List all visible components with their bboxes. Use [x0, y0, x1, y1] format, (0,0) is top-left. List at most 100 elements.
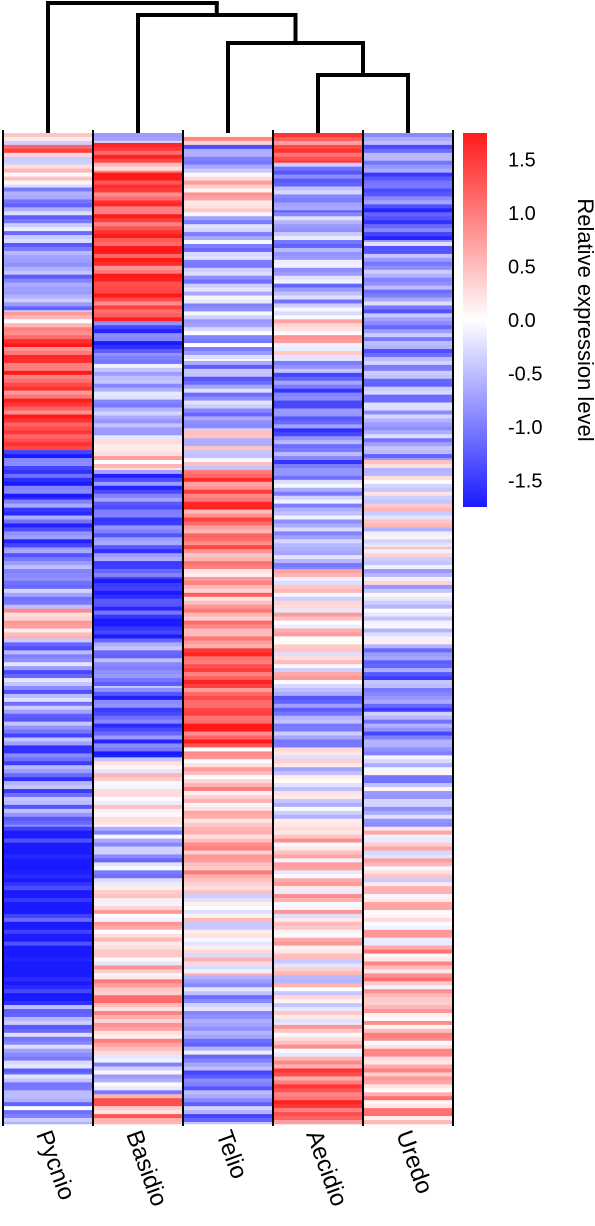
- heatmap-cell: [273, 448, 363, 453]
- heatmap-cell: [363, 422, 453, 427]
- heatmap-cell: [183, 176, 273, 181]
- heatmap-cell: [363, 1060, 453, 1065]
- heatmap-cell: [273, 368, 363, 374]
- heatmap-cell: [183, 420, 273, 425]
- heatmap-cell: [363, 672, 453, 677]
- heatmap-cell: [363, 1052, 453, 1057]
- heatmap-cell: [3, 243, 93, 248]
- heatmap-cell: [273, 240, 363, 245]
- heatmap-cell: [363, 755, 453, 760]
- heatmap-cell: [273, 739, 363, 744]
- heatmap-cell: [183, 925, 273, 931]
- heatmap-cell: [273, 299, 363, 304]
- heatmap-cell: [183, 995, 273, 1000]
- heatmap-cell: [273, 503, 363, 508]
- heatmap-cell: [183, 999, 273, 1004]
- heatmap-cell: [93, 321, 183, 326]
- heatmap-cell: [363, 356, 453, 362]
- heatmap-cell: [273, 436, 363, 441]
- heatmap-cell: [3, 462, 93, 467]
- heatmap-cell: [183, 376, 273, 382]
- heatmap-cell: [93, 781, 183, 786]
- heatmap-cell: [363, 503, 453, 508]
- heatmap-cell: [273, 743, 363, 748]
- heatmap-cell: [363, 547, 453, 550]
- heatmap-cell: [363, 1028, 453, 1034]
- heatmap-cell: [3, 156, 93, 162]
- heatmap-cell: [273, 644, 363, 649]
- heatmap-cell: [273, 563, 363, 568]
- heatmap-cell: [273, 1022, 363, 1026]
- heatmap-cell: [363, 842, 453, 847]
- heatmap-cell: [183, 485, 273, 491]
- heatmap-cell: [3, 339, 93, 344]
- heatmap-cell: [363, 164, 453, 169]
- heatmap-cell: [93, 293, 183, 298]
- heatmap-cell: [363, 882, 453, 887]
- heatmap-cell: [93, 638, 183, 643]
- heatmap-cell: [93, 622, 183, 627]
- heatmap-cell: [183, 973, 273, 976]
- heatmap-cell: [273, 133, 363, 138]
- heatmap-cell: [93, 1022, 183, 1028]
- heatmap-cell: [273, 1036, 363, 1042]
- heatmap-cell: [3, 636, 93, 639]
- heatmap-cell: [273, 202, 363, 207]
- heatmap-cell: [183, 723, 273, 728]
- heatmap-cell: [363, 1001, 453, 1006]
- heatmap-cell: [273, 531, 363, 536]
- heatmap-cell: [273, 400, 363, 405]
- heatmap-cell: [93, 341, 183, 346]
- heatmap-cell: [3, 588, 93, 594]
- heatmap-cell: [273, 1007, 363, 1012]
- heatmap-cell: [273, 628, 363, 633]
- heatmap-cell: [93, 765, 183, 770]
- heatmap-cell: [183, 648, 273, 653]
- heatmap-cell: [273, 331, 363, 336]
- heatmap-cell: [273, 475, 363, 481]
- heatmap-cell: [93, 769, 183, 774]
- heatmap-cell: [273, 380, 363, 386]
- heatmap-cell: [93, 1094, 183, 1099]
- heatmap-cell: [273, 814, 363, 820]
- heatmap-cell: [3, 796, 93, 802]
- heatmap-cell: [93, 329, 183, 334]
- heatmap-cell: [3, 697, 93, 703]
- heatmap-cell: [93, 973, 183, 976]
- heatmap-cell: [363, 1088, 453, 1093]
- heatmap-cell: [273, 212, 363, 217]
- heatmap-cell: [3, 1056, 93, 1061]
- heatmap-cell: [183, 573, 273, 578]
- heatmap-cell: [183, 699, 273, 705]
- heatmap-cell: [183, 913, 273, 919]
- heatmap-cell: [183, 584, 273, 590]
- heatmap-cell: [93, 477, 183, 483]
- heatmap-cell: [273, 463, 363, 469]
- heatmap-cell: [273, 275, 363, 280]
- heatmap-cell: [93, 218, 183, 223]
- heatmap-cell: [93, 345, 183, 350]
- heatmap-cell: [363, 487, 453, 493]
- heatmap-cell: [93, 513, 183, 518]
- heatmap-cell: [3, 187, 93, 192]
- heatmap-cell: [3, 362, 93, 368]
- heatmap-cell: [363, 499, 453, 504]
- heatmap-cell: [3, 1090, 93, 1095]
- heatmap-cell: [363, 913, 453, 919]
- heatmap-cell: [183, 446, 273, 451]
- heatmap-cell: [273, 283, 363, 288]
- heatmap-cell: [363, 961, 453, 966]
- heatmap-cell: [3, 834, 93, 839]
- heatmap-cell: [3, 438, 93, 443]
- heatmap-cell: [93, 172, 183, 177]
- heatmap-cell: [363, 297, 453, 302]
- heatmap-cell: [93, 561, 183, 566]
- heatmap-cell: [3, 965, 93, 970]
- heatmap-cell: [183, 1011, 273, 1016]
- heatmap-cell: [363, 418, 453, 423]
- heatmap-cell: [93, 824, 183, 827]
- heatmap-cell: [93, 222, 183, 227]
- heatmap-cell: [363, 612, 453, 617]
- heatmap-cell: [273, 963, 363, 968]
- heatmap-cell: [183, 870, 273, 875]
